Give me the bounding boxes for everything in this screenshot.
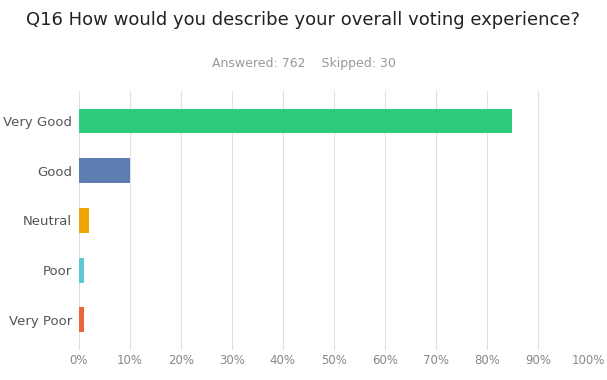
Bar <box>79 208 89 233</box>
Bar <box>79 307 84 332</box>
Text: Q16 How would you describe your overall voting experience?: Q16 How would you describe your overall … <box>27 11 580 29</box>
Text: Answered: 762    Skipped: 30: Answered: 762 Skipped: 30 <box>212 57 395 70</box>
Bar <box>79 158 130 183</box>
Bar <box>79 258 84 282</box>
Bar <box>79 109 512 133</box>
